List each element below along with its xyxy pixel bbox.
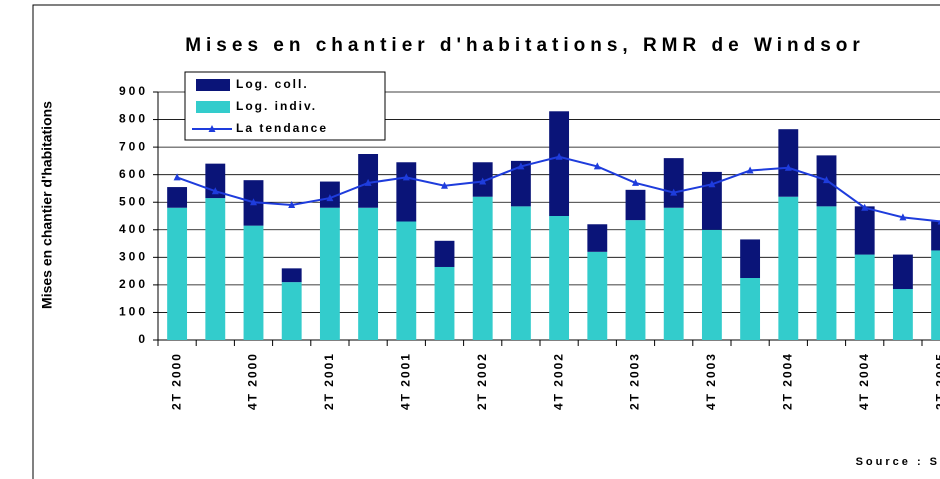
bar <box>549 111 570 216</box>
bar <box>319 207 340 340</box>
bar <box>931 250 940 340</box>
trend-marker <box>555 152 563 160</box>
bar <box>434 266 455 340</box>
bar <box>281 282 302 340</box>
x-tick-label: 4T 2000 <box>246 352 260 410</box>
trend-marker <box>441 181 448 189</box>
bar <box>434 240 455 267</box>
trend-marker <box>479 177 487 185</box>
x-tick-label: 2T 2003 <box>628 352 642 410</box>
trend-marker <box>250 198 257 206</box>
trend-marker <box>173 173 181 181</box>
frame <box>32 4 940 479</box>
bar <box>510 160 531 207</box>
legend-label: Log. coll. <box>236 77 309 91</box>
y-tick-label: 700 <box>119 139 148 153</box>
y-tick-label: 300 <box>119 250 148 264</box>
x-tick-label: 4T 2001 <box>398 352 412 410</box>
trend-marker <box>364 178 372 186</box>
bar <box>892 289 913 340</box>
bar <box>587 224 608 252</box>
x-tick-label: 2T 2004 <box>780 352 794 410</box>
y-tick-label: 100 <box>119 305 148 319</box>
trend-marker <box>402 173 410 181</box>
trend-marker <box>632 178 639 186</box>
y-axis-label: Mises en chantier d'habitations <box>39 101 55 309</box>
legend-marker <box>208 125 216 132</box>
trend-marker <box>937 219 940 225</box>
bar <box>396 162 417 222</box>
bar <box>663 207 684 340</box>
x-tick-label: 2T 2000 <box>169 352 183 410</box>
bar <box>281 268 302 283</box>
bar <box>778 129 799 197</box>
trend-marker <box>670 188 678 196</box>
trend-marker <box>899 213 907 221</box>
bar <box>243 225 264 340</box>
trend-marker <box>823 176 830 184</box>
bar <box>740 278 761 340</box>
bar <box>854 206 875 255</box>
bar <box>358 207 379 340</box>
bar <box>701 229 722 340</box>
trend-marker <box>593 162 601 170</box>
bar <box>167 187 188 208</box>
chart-title: Mises en chantier d'habitations, RMR de … <box>185 35 865 56</box>
legend-label: Log. indiv. <box>236 99 317 113</box>
legend-swatch <box>196 79 230 91</box>
x-tick-label: 4T 2004 <box>857 352 871 410</box>
x-tick-label: 2T 2005 <box>933 352 940 410</box>
bar <box>740 239 761 278</box>
bar <box>587 251 608 340</box>
trend-marker <box>517 162 525 170</box>
trend-marker <box>288 200 296 208</box>
x-tick-label: 4T 2003 <box>704 352 718 410</box>
bar <box>854 254 875 340</box>
bar <box>931 221 940 251</box>
bar <box>892 254 913 290</box>
trend-marker <box>784 163 792 171</box>
bar <box>663 158 684 208</box>
trend-marker <box>861 203 869 211</box>
bar <box>472 196 493 340</box>
trend-marker <box>708 180 716 188</box>
y-tick-label: 200 <box>119 277 148 291</box>
bar <box>510 206 531 340</box>
x-tick-label: 2T 2002 <box>475 352 489 410</box>
y-tick-label: 600 <box>119 167 148 181</box>
x-tick-label: 2T 2001 <box>322 352 336 410</box>
bar <box>549 216 570 340</box>
x-tick-label: 4T 2002 <box>551 352 565 410</box>
y-tick-label: 400 <box>119 222 148 236</box>
bar <box>625 220 646 340</box>
trend-marker <box>211 187 219 195</box>
bar <box>396 221 417 340</box>
source: Source : S <box>856 456 940 468</box>
y-tick-label: 0 <box>138 332 148 346</box>
trend-marker <box>746 166 754 174</box>
bar <box>167 207 188 340</box>
bar <box>205 198 226 340</box>
y-tick-label: 500 <box>119 194 148 208</box>
bar <box>625 189 646 221</box>
legend-label: La tendance <box>236 121 328 135</box>
bar <box>816 206 837 340</box>
legend-swatch <box>196 101 230 113</box>
trend-marker <box>326 194 334 202</box>
y-tick-label: 800 <box>119 112 148 126</box>
bar <box>778 196 799 340</box>
y-tick-label: 900 <box>119 84 148 98</box>
